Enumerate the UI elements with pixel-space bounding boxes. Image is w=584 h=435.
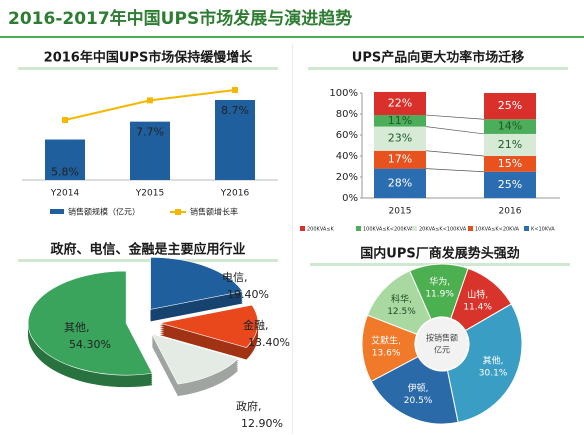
data-label: 54.30% — [69, 338, 111, 351]
y-tick-label: 60% — [336, 130, 358, 141]
legend-swatch — [175, 209, 181, 215]
data-label: 11.9% — [425, 290, 454, 300]
bar-segment — [484, 171, 536, 198]
connector — [425, 168, 485, 173]
x-tick-label: 2016 — [499, 207, 522, 217]
legend-label: 100KVA≤K<200KVA — [363, 227, 414, 233]
chart-title: 国内UPS厂商发展势头强劲 — [360, 246, 519, 262]
bar-segment — [374, 168, 426, 198]
title-band — [18, 259, 278, 262]
bar-segment — [484, 156, 536, 172]
x-tick-label: 2015 — [389, 207, 412, 217]
category-label: 其他, — [483, 354, 504, 366]
donut-hole — [416, 318, 468, 370]
legend-swatch — [50, 209, 64, 214]
chart-title: 政府、电信、金融是主要应用行业 — [50, 242, 245, 258]
pie-slice — [150, 257, 244, 310]
data-label: 22% — [388, 97, 412, 110]
chart-title: 2016年中国UPS市场保持缓慢增长 — [44, 50, 254, 66]
legend-swatch — [300, 226, 305, 231]
category-label: 政府, — [236, 399, 262, 413]
data-label: 21% — [498, 138, 522, 151]
legend-swatch — [468, 226, 473, 231]
bar — [130, 121, 170, 180]
title-band — [18, 67, 278, 70]
data-label: 14% — [498, 120, 522, 133]
bar-segment — [374, 91, 426, 116]
category-label: 伊顿, — [408, 382, 429, 394]
legend-swatch — [412, 226, 417, 231]
bar-segment — [374, 115, 426, 127]
legend-label: 20KVA≤K<100KVA — [419, 227, 467, 233]
category-label: 金融, — [243, 318, 269, 332]
category-label: 艾默生, — [371, 335, 401, 347]
legend-label: 销售额增长率 — [190, 207, 238, 217]
data-label: 12.90% — [241, 417, 283, 430]
data-label: 19.40% — [227, 288, 269, 301]
line-marker — [147, 97, 153, 104]
legend-label: 10KVA≤K<20KVA — [475, 227, 520, 233]
connector — [425, 150, 485, 157]
data-label: 25% — [498, 178, 522, 191]
legend-label: K<10KVA — [531, 227, 555, 233]
x-tick-label: Y2016 — [220, 189, 250, 199]
data-label: 25% — [498, 99, 522, 112]
data-label: 7.7% — [136, 126, 164, 139]
chart-title: UPS产品向更大功率市场迁移 — [352, 50, 524, 66]
category-label: 其他, — [64, 321, 90, 334]
data-label: 15% — [498, 157, 522, 170]
y-tick-label: 100% — [329, 88, 358, 99]
y-tick-label: 80% — [336, 109, 358, 120]
y-tick-label: 0% — [342, 193, 358, 204]
pie-slice — [27, 270, 153, 376]
legend-label: 销售额规模（亿元） — [68, 207, 140, 217]
data-label: 17% — [388, 153, 412, 166]
bar-segment — [484, 133, 536, 156]
bar-segment — [484, 119, 536, 134]
data-label: 11% — [388, 114, 412, 127]
data-label: 13.40% — [248, 336, 290, 349]
data-label: 12.5% — [387, 307, 416, 317]
donut-slice — [370, 355, 459, 425]
data-label: 13.6% — [372, 349, 401, 359]
category-label: 华为, — [429, 276, 450, 288]
data-label: 28% — [388, 176, 412, 189]
category-label: 山特, — [467, 288, 488, 300]
page-title: 2016-2017年中国UPS市场发展与演进趋势 — [8, 8, 352, 29]
x-tick-label: Y2015 — [135, 189, 164, 199]
donut-slice — [409, 263, 469, 320]
line-marker — [232, 87, 238, 93]
title-band — [308, 67, 568, 70]
bar — [45, 139, 85, 180]
bar — [215, 100, 255, 180]
data-label: 5.8% — [51, 166, 79, 179]
legend-label: 200KVA≤K — [307, 227, 335, 233]
divider — [292, 44, 293, 434]
donut-slice — [446, 303, 523, 423]
center-label: 亿元 — [434, 345, 450, 355]
x-tick-label: Y2014 — [50, 189, 80, 199]
bar-segment — [374, 150, 426, 169]
data-label: 20.5% — [404, 396, 433, 406]
legend-swatch — [524, 226, 529, 231]
line-marker — [62, 117, 68, 123]
connector — [425, 126, 485, 135]
pie-slice — [151, 333, 239, 385]
bar-segment — [484, 93, 536, 120]
pie-slice — [159, 304, 259, 348]
category-label: 科华, — [391, 293, 412, 305]
data-label: 23% — [388, 132, 412, 145]
center-label: 按销售额 — [426, 333, 458, 343]
data-label: 30.1% — [479, 368, 508, 378]
data-label: 8.7% — [221, 104, 249, 117]
y-tick-label: 20% — [336, 172, 358, 183]
category-label: 电信, — [222, 271, 248, 284]
connector — [425, 114, 485, 120]
data-label: 11.4% — [463, 302, 492, 312]
bar-segment — [374, 126, 426, 151]
y-tick-label: 40% — [336, 151, 358, 162]
legend-swatch — [356, 226, 361, 231]
